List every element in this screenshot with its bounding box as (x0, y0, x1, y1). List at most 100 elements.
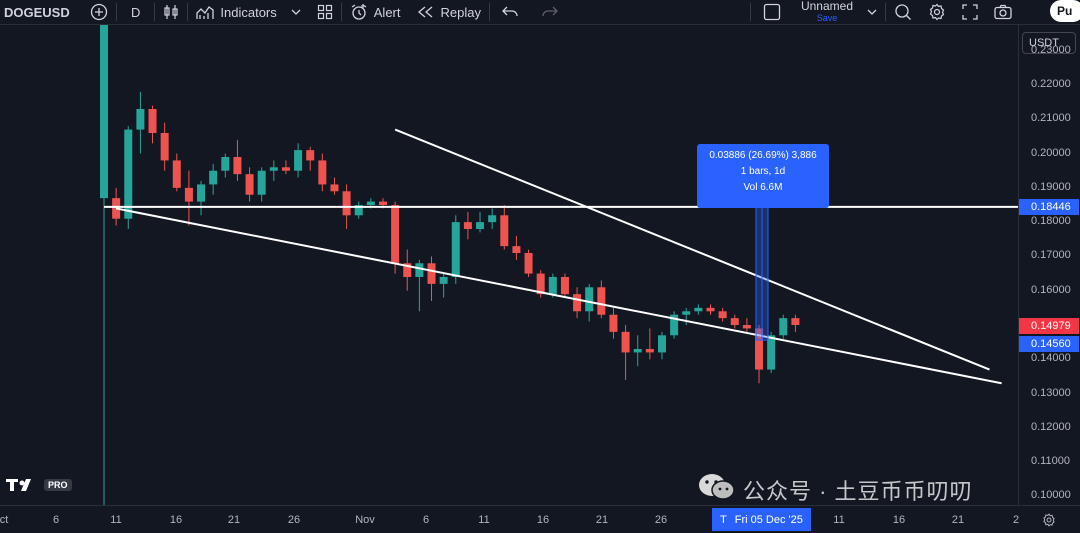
settings-button[interactable] (920, 0, 954, 24)
publish-button[interactable]: Pu (1050, 0, 1080, 22)
price-tick-label: 0.22000 (1031, 78, 1071, 90)
candlestick-chart[interactable] (0, 25, 1018, 505)
candle-body (512, 246, 521, 253)
layout-menu-button[interactable]: Unnamed Save (793, 0, 885, 24)
undo-icon (502, 6, 518, 17)
fullscreen-icon (962, 4, 978, 20)
chevron-down-icon (291, 9, 301, 15)
time-tick-label: 21 (595, 514, 609, 526)
toolbar-divider (340, 3, 342, 21)
candle-body (378, 201, 387, 205)
interval-button[interactable]: D (117, 0, 154, 24)
time-tick-label: 11 (833, 514, 845, 526)
plus-circle-icon (90, 3, 108, 21)
last-price-label: 0.14979 (1019, 317, 1079, 334)
candle-body (621, 331, 630, 353)
time-tick-label: ct (0, 514, 9, 526)
candle-body (391, 205, 400, 264)
rewind-icon (417, 6, 432, 18)
candle-body (573, 294, 582, 312)
candle-body (281, 167, 290, 171)
chart-type-button[interactable] (155, 0, 187, 24)
candle-body (645, 349, 654, 353)
candle-body (488, 215, 497, 223)
time-tick-label: 26 (654, 514, 668, 526)
price-axis[interactable]: USDT 0.23000 0.22000 0.21000 0.20000 0.19000… (1018, 25, 1080, 505)
wechat-icon (699, 474, 735, 500)
candle-body (439, 277, 448, 284)
trendline-upper (394, 128, 990, 371)
price-tick-label: 0.23000 (1031, 43, 1071, 56)
measure-volume: Vol 6.6M (743, 182, 783, 193)
cursor-prefix: T (720, 513, 727, 526)
fullscreen-button[interactable] (954, 0, 986, 24)
toolbar-divider (154, 3, 156, 21)
candle-body (779, 318, 788, 336)
redo-button[interactable] (530, 0, 570, 24)
candle-body (366, 201, 375, 205)
candle-body (524, 253, 533, 274)
candle-body (415, 263, 424, 277)
measure-start-price-label: 0.14560 (1019, 336, 1079, 353)
candle-body (342, 191, 351, 216)
candle-body (184, 187, 193, 202)
alert-button[interactable]: Alert (342, 0, 409, 24)
trendline-lower (115, 207, 1002, 385)
snapshot-button[interactable] (986, 0, 1020, 24)
tv-logo-icon (6, 479, 31, 491)
symbol-search-button[interactable]: DOGEUSD (0, 0, 82, 24)
candle-body (257, 170, 266, 195)
measure-bars: 1 bars, 1d (740, 166, 786, 177)
price-tick-label: 0.14000 (1031, 352, 1071, 365)
candle-body (209, 170, 218, 185)
candle-body (330, 184, 339, 192)
time-tick-label: 16 (536, 514, 550, 526)
alert-label: Alert (373, 4, 401, 20)
price-tick-label: 0.13000 (1031, 386, 1071, 399)
candle-body (294, 150, 303, 171)
replay-button[interactable]: Replay (409, 0, 489, 24)
candle-body (245, 174, 254, 195)
undo-button[interactable] (490, 0, 530, 24)
candle-body (148, 109, 157, 133)
candle-body (791, 318, 800, 325)
time-tick-label: 26 (287, 514, 301, 526)
candle-body (172, 160, 181, 188)
price-tick-label: 0.18000 (1031, 215, 1071, 228)
candle-body (500, 215, 509, 247)
time-tick-label: 11 (110, 514, 122, 526)
search-icon (895, 4, 911, 20)
templates-button[interactable] (309, 0, 341, 24)
price-tick-label: 0.12000 (1031, 420, 1071, 433)
tradingview-logo[interactable]: PRO (6, 478, 72, 492)
candle-body (306, 150, 315, 161)
quick-search-button[interactable] (886, 0, 920, 24)
candle-body (694, 307, 703, 312)
currency-button[interactable]: USDT (1022, 32, 1076, 54)
candle-body (548, 277, 557, 295)
time-tick-label: Nov (355, 514, 375, 526)
toolbar-divider (488, 3, 490, 21)
watermark-text: 公众号 · 土豆币币叨叨 (743, 479, 973, 504)
time-tick-label: 21 (227, 514, 241, 526)
candle-body (233, 157, 242, 175)
price-tick-label: 0.10000 (1031, 489, 1071, 502)
candle-body (197, 184, 206, 202)
pro-badge: PRO (44, 479, 72, 491)
indicators-button[interactable]: Indicators (188, 0, 308, 24)
candle-body (585, 287, 594, 312)
layout-select-checkbox[interactable] (751, 0, 793, 24)
candle-body (124, 129, 133, 219)
add-symbol-button[interactable] (82, 0, 116, 24)
candle-body (112, 198, 121, 219)
chart-settings-gear-icon[interactable] (1042, 513, 1056, 527)
toolbar-divider (116, 3, 117, 21)
price-range-tooltip: 0.03886 (26.69%) 3,886 1 bars, 1d Vol 6.… (697, 144, 829, 208)
candle-body (767, 335, 776, 370)
toolbar-divider (187, 3, 189, 21)
time-axis[interactable]: ct 6 11 16 21 26 Nov 6 11 16 21 26 11 16 21 2 T Fri 05 … (0, 505, 1080, 533)
alarm-clock-icon (351, 4, 367, 20)
horizontal-line-price-label: 0.18446 (1019, 198, 1079, 215)
time-tick-label: 6 (52, 514, 60, 526)
candle-body (670, 314, 679, 336)
